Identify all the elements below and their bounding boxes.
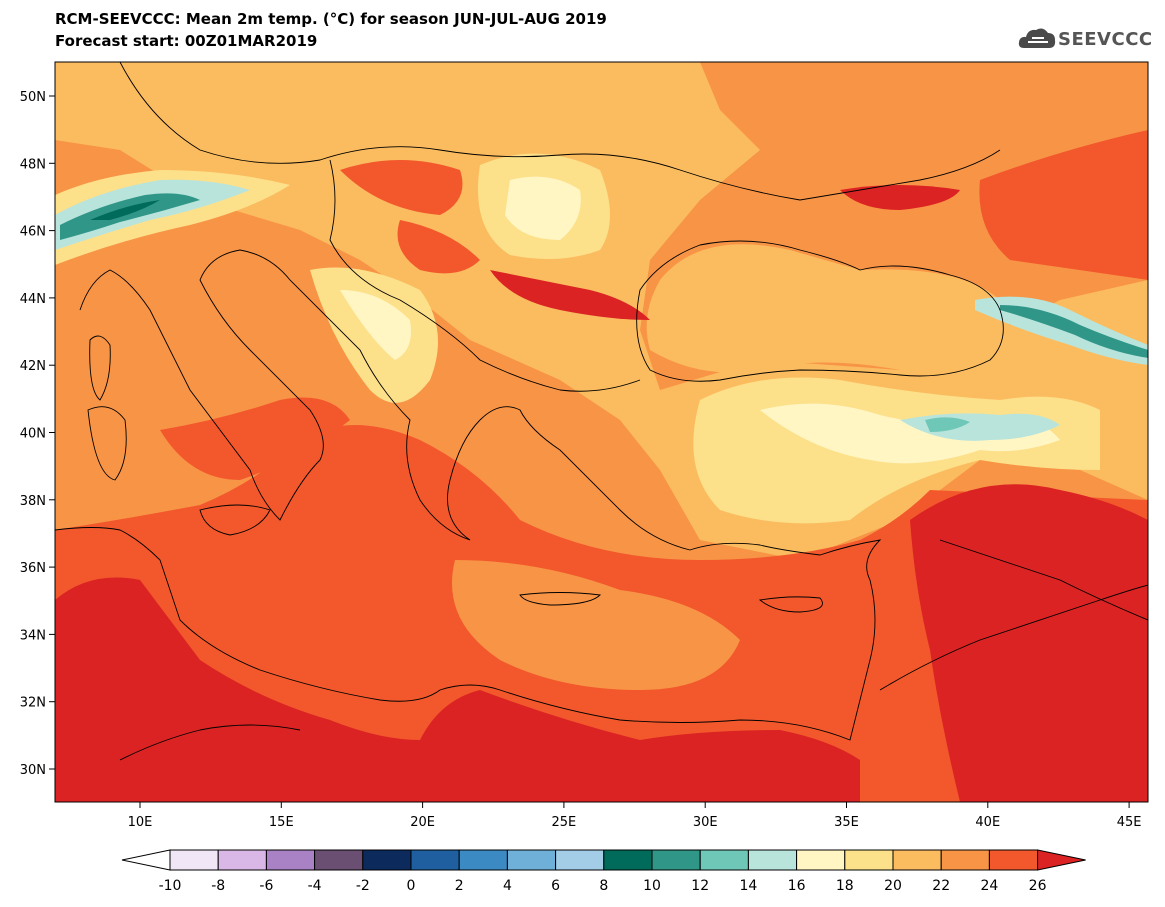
colorbar-box [603,849,653,871]
lat-tick-label: 36N [20,561,46,576]
colorbar-label: 14 [739,878,757,894]
colorbar-box [555,849,605,871]
lon-tick-label: 20E [410,815,435,830]
colorbar-box [651,849,701,871]
lon-tick-label: 10E [128,815,153,830]
colorbar-box [314,849,364,871]
colorbar-box [265,849,316,871]
map-title: RCM-SEEVCCC: Mean 2m temp. (°C) for seas… [55,10,607,28]
lat-tick-label: 46N [20,225,46,240]
cloud-icon [1018,28,1056,48]
field-caucasus-10 [1000,305,1148,358]
colorbar-box [796,849,846,871]
field-crimea-28 [840,185,960,210]
forecast-start-label: Forecast start: 00Z01MAR2019 [55,32,318,50]
coastline-sicily [199,504,271,536]
lon-tick-label: 30E [693,815,718,830]
colorbar-box [410,849,460,871]
border-syria-iraq [939,539,1148,621]
coastline-cyprus [758,596,823,613]
temperature-field [55,62,1148,802]
colorbar-box [844,849,894,871]
colorbar-box [699,849,749,871]
colorbar-box [892,849,942,871]
colorbar-label: 18 [836,878,854,894]
field-tyrrhenian-26 [160,397,350,480]
lat-tick-label: 34N [20,628,46,643]
field-alps-8 [90,200,160,220]
colorbar-box [988,849,1039,871]
border-north [119,62,1001,201]
field-anatolia-12 [925,417,970,432]
colorbar: -10 -8 -6 -4 -2 0 2 4 6 8 10 12 14 16 18 20 22 24 26 [121,849,1086,894]
field-africa-28 [55,577,860,802]
colorbar-label: 2 [455,878,464,894]
lon-tick-label: 40E [975,815,1000,830]
coastline-black-sea [636,240,1004,382]
field-black-sea [646,244,1010,376]
border-mideast [879,584,1148,691]
lat-axis: 50N 48N 46N 44N 42N 40N 38N 36N 34N 32N 30N [20,90,55,778]
coastline-crete [519,592,601,606]
colorbar-label: 0 [407,878,416,894]
colorbar-label: 6 [551,878,560,894]
lat-tick-label: 50N [20,90,46,105]
colorbar-label: 26 [1029,878,1047,894]
colorbar-label: -8 [211,878,225,894]
lon-tick-label: 35E [834,815,859,830]
colorbar-label: -2 [356,878,370,894]
lat-tick-label: 44N [20,292,46,307]
lat-tick-label: 42N [20,359,46,374]
lon-tick-label: 45E [1117,815,1142,830]
colorbar-box [169,849,219,871]
colorbar-label: 12 [691,878,709,894]
colorbar-box [217,849,267,871]
lon-tick-label: 15E [269,815,294,830]
lat-tick-label: 40N [20,427,46,442]
field-volga-26 [979,130,1148,280]
coastline-corsica [89,335,111,401]
field-danube-28 [490,270,650,320]
lon-axis: 10E 15E 20E 25E 30E 35E 40E 45E [128,802,1142,830]
colorbar-label: 4 [503,878,512,894]
field-hungary-26 [340,160,463,215]
lat-tick-label: 38N [20,494,46,509]
field-mideast-28 [910,484,1148,802]
lon-tick-label: 25E [552,815,577,830]
coastline-med [55,249,882,741]
colorbar-over-arrow [1037,849,1086,871]
colorbar-box [506,849,557,871]
field-anatolia-18 [760,403,1060,464]
logo-text: SEEVCCC [1058,29,1153,50]
lat-tick-label: 30N [20,763,46,778]
field-carpathians-18 [505,176,581,240]
field-alps-14 [55,179,250,250]
colorbar-label: -4 [308,878,322,894]
field-levant-sea-24 [452,560,740,690]
colorbar-label: 10 [643,878,661,894]
border-africa [119,724,301,761]
colorbar-label: -10 [159,878,182,894]
colorbar-label: 20 [884,878,902,894]
lat-tick-label: 48N [20,157,46,172]
colorbar-box [362,849,412,871]
colorbar-label: 16 [788,878,806,894]
colorbar-under-arrow [121,849,171,871]
coastline-sardinia [87,406,127,481]
lat-tick-label: 32N [20,696,46,711]
colorbar-box [940,849,990,871]
colorbar-label: 24 [980,878,998,894]
border-balkans [329,159,641,392]
coastlines [55,62,1148,761]
colorbar-label: 8 [599,878,608,894]
field-dinaric-18 [340,290,411,360]
colorbar-label: -6 [259,878,273,894]
colorbar-box [747,849,798,871]
seevccc-logo [1018,28,1056,48]
colorbar-box [458,849,508,871]
field-alps-10 [60,193,200,240]
field-pannonia-26 [397,220,480,274]
colorbar-label: 22 [932,878,950,894]
